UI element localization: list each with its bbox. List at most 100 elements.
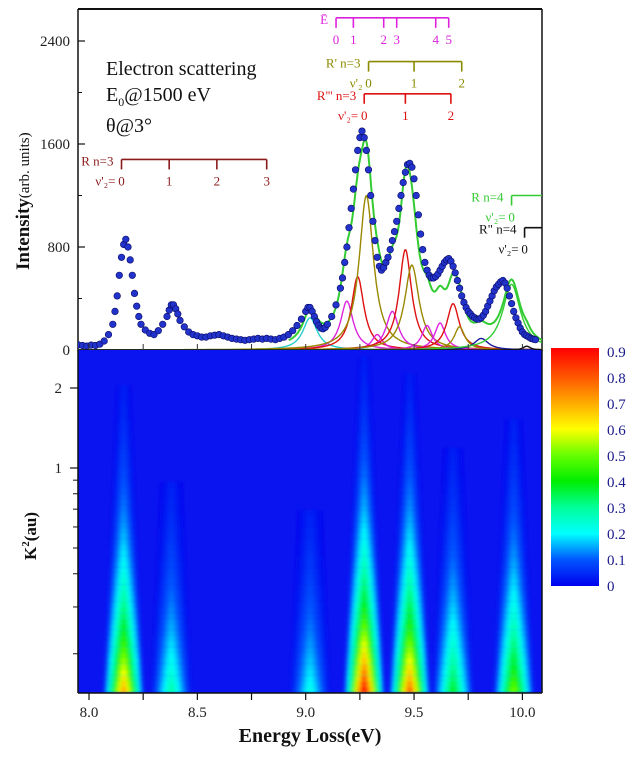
- heatmap-cell: [511, 584, 516, 591]
- heatmap-cell: [307, 686, 313, 693]
- heatmap-cell: [408, 527, 412, 534]
- heatmap-cell: [408, 487, 412, 494]
- colorbar-label-0.6: 0.6: [607, 423, 626, 439]
- heatmap-cell: [170, 487, 173, 494]
- progression-level-label: 0: [361, 108, 368, 123]
- data-point: [124, 243, 132, 251]
- data-point: [109, 320, 117, 328]
- heatmap-cell: [121, 555, 126, 562]
- data-point: [421, 258, 429, 267]
- annotation-line3: θ@3°: [106, 115, 152, 137]
- progression-level-label: 1: [402, 108, 409, 123]
- data-point: [388, 237, 397, 245]
- heatmap-cell: [511, 601, 516, 608]
- annotation-energy-subscript: 0: [118, 95, 124, 109]
- heatmap-cell: [121, 675, 127, 682]
- heatmap-cell: [169, 612, 174, 619]
- heatmap-cell: [408, 379, 411, 386]
- progression-level-label: 1: [350, 32, 357, 47]
- heatmap-cell: [122, 453, 125, 460]
- heatmap-cell: [363, 385, 366, 392]
- heatmap-cell: [122, 385, 125, 392]
- heatmap-cell: [451, 549, 455, 557]
- heatmap-cell: [121, 646, 126, 653]
- heatmap-cell: [511, 618, 516, 625]
- heatmap-cell: [407, 589, 412, 596]
- heatmap-cell: [511, 629, 516, 636]
- k-title-unit: (au): [21, 512, 40, 541]
- heatmap-cell: [450, 680, 456, 687]
- data-point: [510, 307, 518, 316]
- heatmap-cell: [408, 441, 411, 449]
- heatmap-cell: [122, 544, 126, 551]
- heatmap-cell: [511, 680, 517, 687]
- data-point: [367, 191, 375, 200]
- heatmap-cell: [408, 544, 412, 551]
- heatmap-cell: [308, 606, 312, 614]
- heatmap-cell: [451, 459, 455, 466]
- heatmap-cell: [511, 623, 516, 631]
- heatmap-cell: [362, 481, 366, 488]
- progression-name: R''' n=3: [317, 88, 356, 103]
- data-point: [393, 217, 401, 225]
- heatmap-cell: [363, 413, 366, 420]
- heatmap-cell: [451, 470, 455, 477]
- heatmap-cell: [511, 635, 516, 642]
- heatmap-cell: [308, 601, 312, 608]
- data-point: [536, 0, 543, 3]
- heatmap-cell: [408, 464, 411, 471]
- heatmap-cell: [362, 538, 366, 545]
- data-point: [130, 289, 139, 298]
- heatmap-cell: [362, 498, 366, 506]
- heatmap-cell: [408, 532, 412, 540]
- heatmap-cell: [408, 385, 411, 392]
- heatmap-cell: [407, 686, 413, 693]
- heatmap-cell: [512, 476, 515, 483]
- heatmap-cell: [512, 504, 516, 511]
- data-point: [122, 235, 130, 243]
- heatmap-cell: [511, 572, 516, 579]
- heatmap-cell: [408, 470, 411, 477]
- heatmap-cell: [362, 640, 367, 648]
- heatmap-cell: [362, 629, 367, 636]
- data-point: [176, 316, 184, 325]
- heatmap-cell: [121, 640, 126, 648]
- heatmap-cell: [362, 561, 366, 568]
- heatmap-cell: [308, 618, 313, 625]
- data-point: [336, 284, 345, 292]
- heatmap-cell: [122, 487, 126, 494]
- heatmap-cell: [511, 589, 516, 596]
- colorbar-label-0: 0: [607, 579, 615, 595]
- heatmap-cell: [308, 510, 312, 517]
- progression-4: 0 R n=4 ν'₂=: [471, 190, 542, 225]
- heatmap-cell: [169, 646, 174, 653]
- colorbar-label-0.4: 0.4: [607, 475, 626, 491]
- heatmap-cell: [169, 493, 173, 500]
- heatmap-cell: [512, 470, 515, 477]
- data-point: [126, 256, 134, 264]
- heatmap-cell: [512, 481, 516, 488]
- heatmap-cell: [122, 549, 126, 557]
- heatmap-cell: [362, 635, 367, 642]
- heatmap-cell: [408, 419, 411, 426]
- heatmap-cell: [408, 396, 411, 403]
- heatmap-cell: [512, 521, 516, 528]
- heatmap-cell: [168, 680, 174, 687]
- heatmap-cell: [512, 459, 515, 466]
- heatmap-cell: [121, 561, 126, 568]
- progression-5: 0 R" n=4 ν'₂=: [479, 222, 542, 257]
- heatmap-cell: [121, 589, 126, 596]
- heatmap-cell: [362, 578, 366, 585]
- heatmap-cell: [169, 538, 173, 545]
- data-point: [401, 168, 410, 176]
- lower-y-axis-title: K2(au): [20, 512, 40, 560]
- heatmap-cell: [511, 578, 516, 585]
- heatmap-cell: [407, 623, 412, 631]
- heatmap-cell: [451, 561, 455, 568]
- heatmap-cell: [407, 561, 412, 568]
- heatmap-cell: [363, 424, 366, 432]
- data-point: [408, 163, 416, 171]
- data-point: [349, 185, 358, 193]
- heatmap-peak-2: [290, 510, 330, 693]
- heatmap-cell: [451, 538, 455, 545]
